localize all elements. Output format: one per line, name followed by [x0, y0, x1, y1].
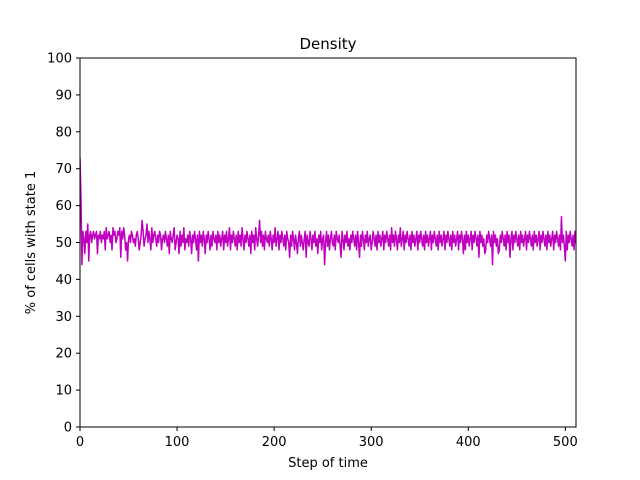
series-line-0 [80, 157, 576, 266]
y-tick-label: 50 [55, 236, 72, 251]
chart-title: Density [299, 35, 356, 53]
x-tick-label: 200 [262, 435, 287, 450]
y-tick-label: 40 [55, 273, 72, 288]
y-tick-label: 100 [47, 52, 72, 67]
x-tick-label: 300 [359, 435, 384, 450]
x-tick-label: 100 [165, 435, 190, 450]
x-axis-label: Step of time [288, 456, 368, 471]
y-tick-label: 80 [55, 125, 72, 140]
x-axis-ticks: 0 100 200 300 400 500 [76, 427, 578, 450]
x-tick-label: 400 [456, 435, 481, 450]
x-tick-label: 500 [553, 435, 578, 450]
y-axis-label: % of cells with state 1 [24, 171, 39, 314]
y-tick-label: 90 [55, 88, 72, 103]
y-tick-label: 70 [55, 162, 72, 177]
y-axis-ticks: 0 10 20 30 40 50 60 70 80 90 100 [47, 52, 80, 436]
series-group [80, 157, 576, 266]
y-tick-label: 10 [55, 384, 72, 399]
y-tick-label: 60 [55, 199, 72, 214]
y-tick-label: 0 [64, 421, 72, 436]
y-tick-label: 30 [55, 310, 72, 325]
x-tick-label: 0 [76, 435, 84, 450]
y-tick-label: 20 [55, 347, 72, 362]
